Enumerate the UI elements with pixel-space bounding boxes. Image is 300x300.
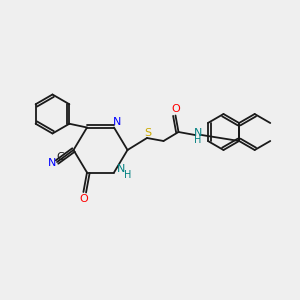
Text: S: S <box>145 128 152 138</box>
Text: H: H <box>124 170 131 181</box>
Text: N: N <box>48 158 57 168</box>
Text: O: O <box>171 104 180 115</box>
Text: O: O <box>79 194 88 204</box>
Text: N: N <box>194 128 202 139</box>
Text: N: N <box>113 117 121 127</box>
Text: N: N <box>117 164 126 175</box>
Text: C: C <box>56 152 64 163</box>
Text: H: H <box>194 135 202 146</box>
